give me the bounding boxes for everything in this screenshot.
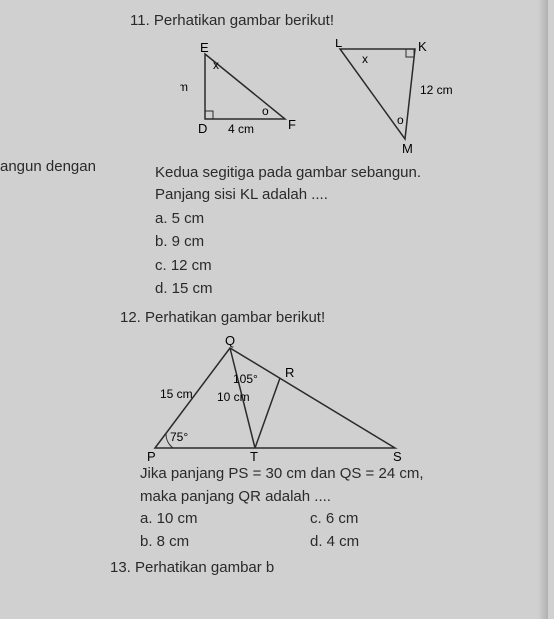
label-Q: Q — [225, 333, 235, 348]
side-4cm: 4 cm — [228, 122, 254, 136]
side-15cm: 15 cm — [160, 387, 193, 401]
label-M: M — [402, 141, 413, 154]
label-P: P — [147, 449, 156, 463]
label-K: K — [418, 39, 427, 54]
label-o2: o — [397, 113, 404, 127]
triangle-pqs: Q R P T S 15 cm 105° 10 cm 75° — [135, 333, 415, 463]
q11-opt-a: a. 5 cm — [155, 208, 539, 231]
worksheet-page: { "q11": { "number": "11.", "prompt": "P… — [0, 0, 554, 619]
label-x1: x — [213, 58, 219, 72]
q12-header: 12. Perhatikan gambar berikut! — [120, 307, 539, 330]
label-T: T — [250, 449, 258, 463]
triangle-def: E D F x o 3 cm 4 cm — [180, 39, 300, 139]
label-S: S — [393, 449, 402, 463]
q12-body2: maka panjang QR adalah .... — [140, 486, 539, 509]
label-F: F — [288, 117, 296, 132]
q11-opt-c: c. 12 cm — [155, 255, 539, 278]
q11-number: 11. — [130, 12, 150, 29]
q12-diagram-wrap: Q R P T S 15 cm 105° 10 cm 75° — [135, 333, 539, 463]
q12-body1: Jika panjang PS = 30 cm dan QS = 24 cm, — [140, 463, 539, 486]
label-L: L — [335, 39, 342, 50]
q11-body2: Panjang sisi KL adalah .... — [155, 184, 539, 207]
page-edge-shadow — [538, 0, 548, 619]
label-o1: o — [262, 104, 269, 118]
label-D: D — [198, 121, 207, 136]
q11-prompt: Perhatikan gambar berikut! — [154, 12, 334, 29]
q12-options: a. 10 cm c. 6 cm b. 8 cm d. 4 cm — [140, 508, 539, 553]
triangle-lkm: L K M x o 12 cm — [330, 39, 460, 154]
q12-opt-a: a. 10 cm — [140, 508, 310, 531]
label-E: E — [200, 40, 209, 55]
q11-header: 11. Perhatikan gambar berikut! — [130, 10, 539, 33]
q12-prompt: Perhatikan gambar berikut! — [145, 309, 325, 326]
label-x2: x — [362, 52, 368, 66]
q12-opt-b: b. 8 cm — [140, 531, 310, 554]
q12-number: 12. — [120, 309, 141, 326]
q12-opt-c: c. 6 cm — [310, 508, 480, 531]
q13-fragment: 13. Perhatikan gambar b — [110, 557, 539, 580]
side-10cm: 10 cm — [217, 390, 250, 404]
side-3cm: 3 cm — [180, 80, 188, 94]
q12-opt-d: d. 4 cm — [310, 531, 480, 554]
q11-options: a. 5 cm b. 9 cm c. 12 cm d. 15 cm — [155, 208, 539, 301]
label-R: R — [285, 365, 294, 380]
q11-opt-d: d. 15 cm — [155, 278, 539, 301]
q11-diagrams: E D F x o 3 cm 4 cm L K M x o 12 cm — [180, 39, 539, 154]
angle-105: 105° — [233, 372, 258, 386]
q11-body1: Kedua segitiga pada gambar sebangun. — [155, 162, 539, 185]
side-12cm: 12 cm — [420, 83, 453, 97]
angle-75: 75° — [170, 430, 188, 444]
q11-opt-b: b. 9 cm — [155, 231, 539, 254]
left-fragment: angun dengan — [0, 156, 96, 179]
